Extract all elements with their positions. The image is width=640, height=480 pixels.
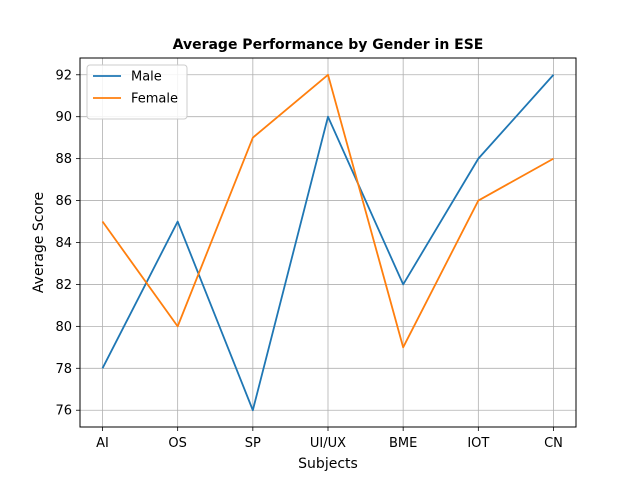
y-tick-label: 92: [55, 68, 72, 83]
legend-label: Female: [131, 92, 178, 107]
y-tick-label: 86: [55, 194, 72, 209]
x-axis-label: Subjects: [298, 456, 358, 472]
series-group: [101, 73, 555, 412]
y-axis-label: Average Score: [31, 192, 47, 293]
y-tick-label: 76: [55, 404, 72, 419]
x-tick-label: SP: [245, 436, 261, 451]
chart-title: Average Performance by Gender in ESE: [173, 37, 484, 53]
x-tick-label: IOT: [467, 436, 489, 451]
y-tick-label: 78: [55, 362, 72, 377]
series-line-female: [101, 73, 554, 349]
legend-box: [86, 64, 188, 120]
x-tick-label: OS: [168, 436, 186, 451]
series-line-male: [101, 74, 555, 412]
legend: Male Female: [86, 64, 188, 120]
y-tick-label: 90: [55, 110, 72, 125]
grid: [80, 58, 576, 427]
ticks: AI OS SP UI/UX BME IOT CN 76 78 80 82 84 86 88 90 92: [55, 68, 562, 451]
y-tick-label: 88: [55, 152, 72, 167]
x-tick-label: UI/UX: [310, 436, 346, 451]
y-tick-label: 82: [55, 278, 72, 293]
y-tick-label: 80: [55, 320, 72, 335]
y-tick-label: 84: [55, 236, 72, 251]
legend-label: Male: [131, 70, 162, 85]
x-tick-label: BME: [389, 436, 417, 451]
x-tick-label: AI: [96, 436, 109, 451]
x-tick-label: CN: [544, 436, 563, 451]
